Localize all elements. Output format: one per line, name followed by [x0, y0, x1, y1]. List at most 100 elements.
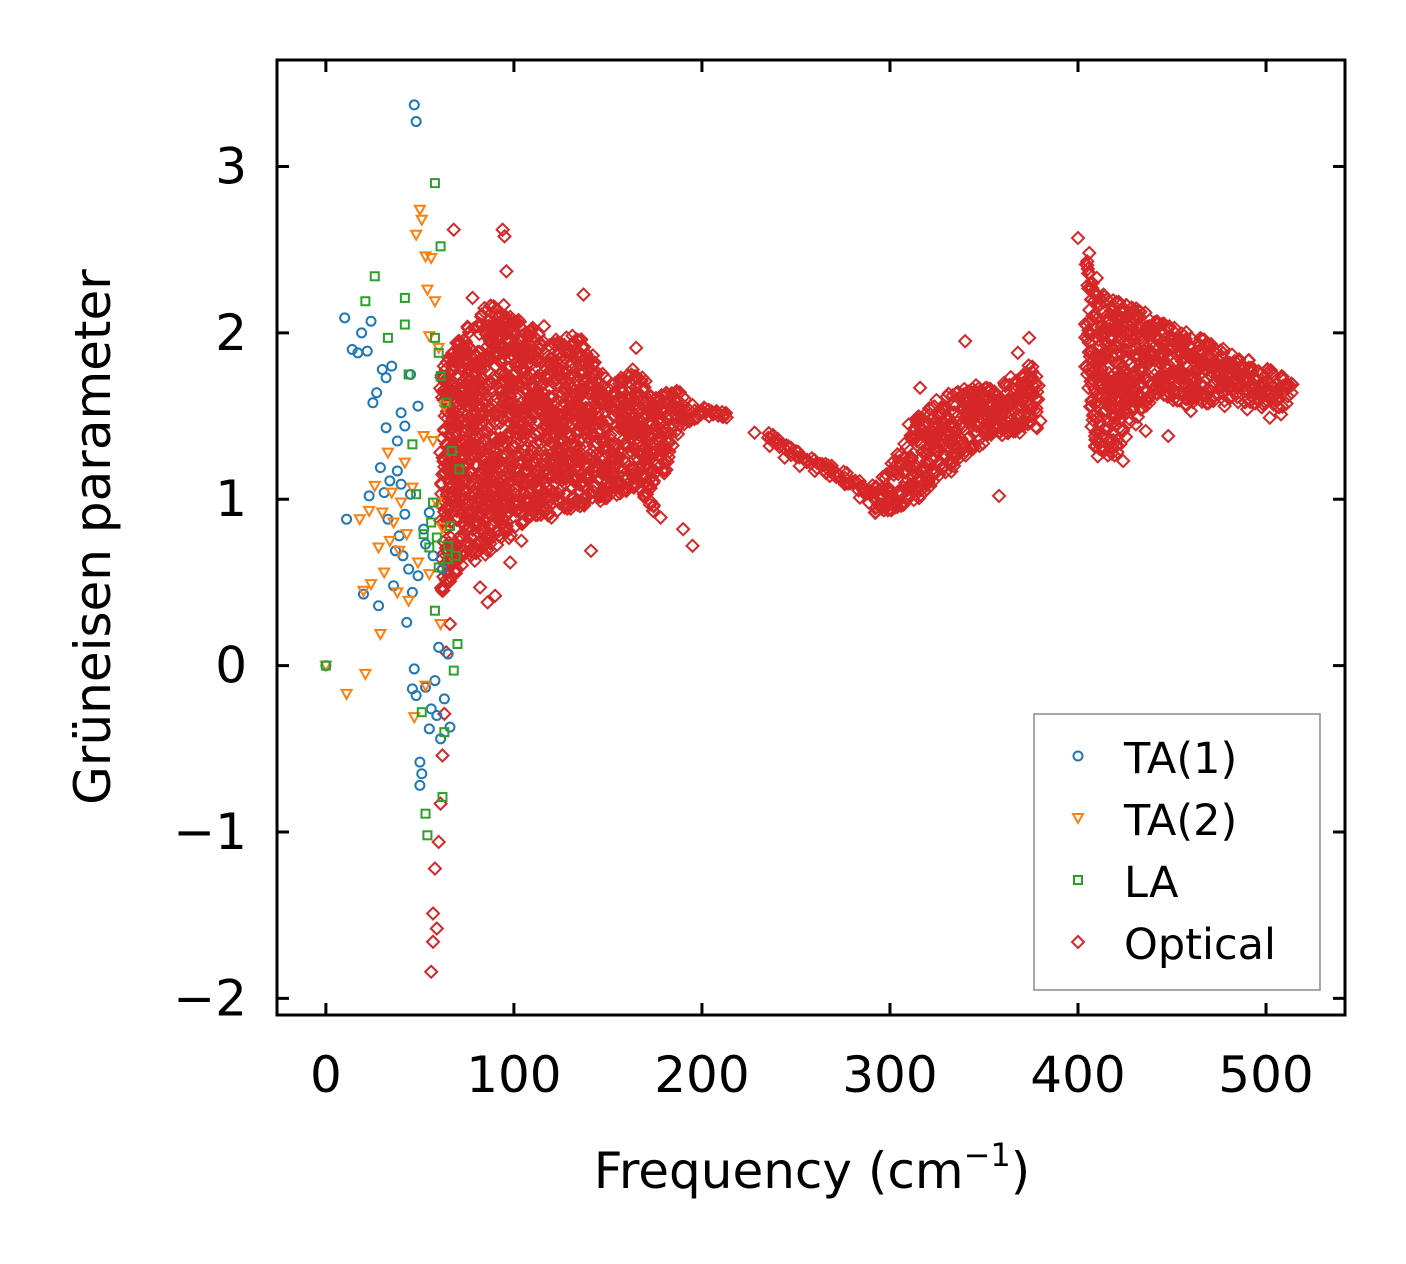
optical-point: [425, 934, 441, 950]
optical-point: [602, 395, 618, 411]
optical-point: [569, 438, 584, 454]
la-point: [399, 292, 410, 303]
y-tick-label: −2: [173, 969, 247, 1027]
ta-1--point: [386, 360, 398, 372]
la-point: [429, 178, 440, 189]
optical-point: [1217, 393, 1232, 409]
ta-1--point: [384, 475, 396, 487]
la-point: [424, 542, 435, 553]
optical-point: [644, 469, 660, 485]
ta-2--point: [383, 535, 397, 548]
ta-2--point: [405, 482, 420, 495]
optical-point: [651, 425, 667, 440]
optical-point: [509, 503, 525, 519]
ta-2--point: [407, 712, 421, 725]
optical-point: [642, 497, 658, 512]
ta-2--point: [433, 619, 448, 632]
optical-point: [969, 387, 984, 402]
optical-point: [1221, 357, 1237, 373]
optical-point: [1081, 265, 1097, 281]
optical-point: [946, 405, 962, 421]
x-tick-label: 100: [466, 1046, 561, 1104]
ta-1--point: [391, 435, 403, 447]
optical-point: [526, 328, 542, 344]
ta-2--point: [420, 284, 435, 297]
optical-point: [668, 385, 684, 401]
optical-point: [1251, 363, 1266, 379]
optical-point: [1262, 410, 1278, 426]
optical-point: [1223, 390, 1239, 406]
optical-point: [592, 493, 608, 509]
optical-point: [1028, 400, 1044, 416]
legend-label-optical: Optical: [1124, 920, 1276, 970]
optical-point: [553, 436, 569, 452]
legend-marker: [1073, 875, 1083, 885]
optical-point: [449, 561, 464, 577]
optical-point: [1128, 416, 1144, 432]
optical-point: [487, 588, 503, 604]
optical-point: [935, 420, 951, 436]
plot-frame: [275, 58, 1347, 1017]
optical-point: [1111, 294, 1127, 310]
optical-point: [1021, 358, 1037, 373]
optical-point: [717, 408, 732, 424]
optical-point: [532, 378, 548, 394]
ta-2--point: [422, 569, 437, 582]
ta-1--point: [399, 420, 411, 432]
x-axis-label-close: ): [1011, 1142, 1031, 1200]
ta-2--point: [373, 628, 388, 642]
optical-point: [497, 228, 512, 244]
ta-1--point: [438, 693, 450, 705]
optical-point: [514, 514, 530, 530]
optical-point: [878, 466, 894, 482]
x-tick-label: 500: [1218, 1046, 1313, 1104]
optical-point: [442, 616, 458, 632]
ta-2--point: [415, 214, 429, 227]
optical-point: [572, 439, 588, 455]
ta-1--point: [371, 387, 383, 399]
optical-point: [433, 796, 448, 812]
optical-point: [600, 413, 616, 429]
x-axis-label-superscript: −1: [964, 1136, 1011, 1174]
optical-point: [1133, 304, 1148, 320]
la-point: [454, 464, 465, 475]
optical-point: [822, 468, 838, 484]
optical-point: [807, 463, 823, 479]
y-tick-label: 3: [215, 137, 247, 195]
legend-entry-ta1: TA(1): [1072, 734, 1237, 784]
x-axis-label: Frequency (cm−1): [594, 1136, 1031, 1200]
la-point: [435, 241, 446, 252]
ta-2--point: [428, 296, 442, 309]
optical-point: [623, 430, 638, 446]
ta-1--point: [403, 563, 415, 575]
optical-point: [568, 493, 584, 509]
la-point: [429, 605, 440, 616]
ta-2--point: [364, 579, 378, 592]
optical-point: [1183, 403, 1199, 419]
optical-point: [1160, 428, 1176, 444]
optical-point: [646, 497, 662, 513]
legend-marker-square-icon: [1073, 875, 1083, 885]
optical-point: [438, 644, 454, 660]
optical-point: [614, 483, 630, 499]
optical-point: [598, 370, 614, 386]
legend-label-ta2: TA(2): [1123, 796, 1237, 846]
legend-entry-ta2: TA(2): [1071, 796, 1237, 846]
optical-point: [975, 436, 991, 451]
optical-point: [1081, 245, 1097, 261]
la-point: [403, 369, 414, 380]
ta-1--point: [412, 400, 424, 412]
ta-1--point: [423, 723, 435, 735]
optical-point: [792, 458, 808, 474]
optical-point: [1109, 294, 1124, 310]
optical-point: [564, 354, 580, 370]
la-point: [360, 296, 371, 307]
la-point: [443, 540, 454, 551]
optical-point: [889, 499, 905, 515]
la-point: [444, 520, 455, 531]
legend-marker-circle-icon: [1072, 750, 1084, 762]
optical-point: [1205, 339, 1220, 355]
optical-point: [476, 361, 492, 377]
optical-point: [670, 426, 686, 442]
x-axis-label-text: Frequency (cm: [594, 1142, 964, 1200]
